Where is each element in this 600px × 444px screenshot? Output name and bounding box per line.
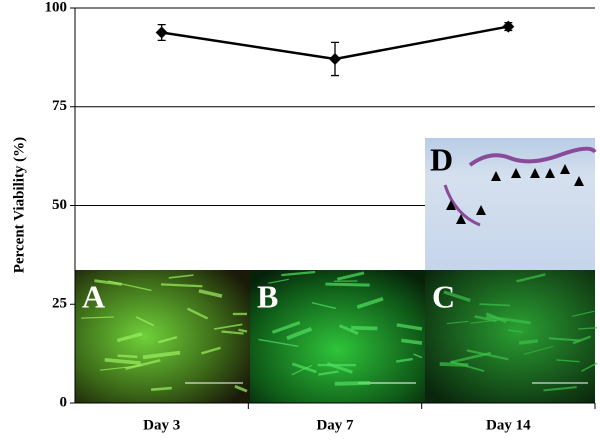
fiber (281, 270, 316, 277)
y-tick-label: 0 (60, 394, 68, 410)
fiber (142, 350, 181, 360)
fiber (486, 315, 531, 325)
fiber (543, 386, 577, 392)
fiber (451, 360, 485, 373)
fiber (117, 354, 138, 359)
fiber (479, 303, 511, 307)
y-tick-label: 25 (52, 296, 67, 312)
x-tick-label: Day 3 (143, 417, 180, 433)
y-axis-label: Percent Viability (%) (11, 137, 27, 273)
fiber (198, 289, 223, 298)
fiber (104, 358, 141, 365)
marker (155, 26, 168, 39)
fiber (160, 283, 203, 288)
fiber (318, 370, 339, 376)
micrograph (75, 270, 250, 403)
fiber (81, 316, 114, 319)
fiber (556, 359, 580, 363)
fiber (150, 386, 172, 392)
y-tick-label: 100 (45, 0, 68, 15)
fiber (518, 339, 538, 345)
fiber (99, 364, 142, 371)
fiber (443, 290, 471, 302)
fiber (186, 307, 209, 320)
y-tick-label: 50 (52, 197, 67, 213)
stain (443, 184, 481, 227)
fiber (577, 327, 598, 330)
fiber (351, 325, 378, 331)
fiber (135, 316, 155, 327)
fiber (356, 296, 384, 309)
fiber (396, 323, 423, 331)
marker (329, 52, 341, 65)
fiber (158, 336, 178, 344)
fiber (291, 362, 317, 374)
fiber (325, 282, 370, 287)
stain (468, 146, 597, 167)
x-tick-label: Day 7 (316, 417, 354, 433)
fiber (572, 310, 595, 317)
marker (502, 20, 515, 33)
fiber (516, 273, 546, 283)
fiber (201, 346, 221, 355)
fiber (168, 274, 194, 279)
arrowheads (446, 164, 584, 224)
fiber (334, 380, 371, 386)
fiber (338, 324, 359, 335)
inset-label: B (257, 278, 278, 314)
fiber (234, 384, 248, 393)
fiber (507, 329, 524, 334)
fiber (125, 359, 161, 370)
fiber (268, 278, 289, 284)
fibers (81, 270, 598, 393)
fiber (413, 353, 423, 359)
x-tick-label: Day 14 (486, 417, 531, 433)
fiber (572, 335, 592, 345)
fiber (116, 332, 143, 343)
inset-label: A (82, 278, 105, 314)
fiber (286, 326, 313, 341)
fiber (221, 330, 244, 335)
inset-label: D (430, 141, 453, 177)
micrograph (250, 270, 425, 403)
fiber (258, 338, 299, 348)
fiber (214, 323, 243, 330)
fiber (336, 271, 365, 281)
fiber (580, 362, 598, 373)
fiber (238, 328, 248, 333)
fiber (474, 315, 497, 323)
fiber (466, 349, 509, 361)
fiber (311, 301, 336, 310)
fiber (396, 357, 413, 363)
inset-label: C (432, 278, 455, 314)
fiber (94, 279, 122, 286)
fiber (271, 320, 301, 334)
fiber (291, 364, 313, 376)
fiber (401, 338, 423, 345)
fiber (548, 337, 580, 342)
y-tick-label: 75 (52, 98, 67, 114)
micrograph (425, 270, 595, 403)
fiber (446, 320, 469, 325)
fiber (523, 345, 554, 355)
